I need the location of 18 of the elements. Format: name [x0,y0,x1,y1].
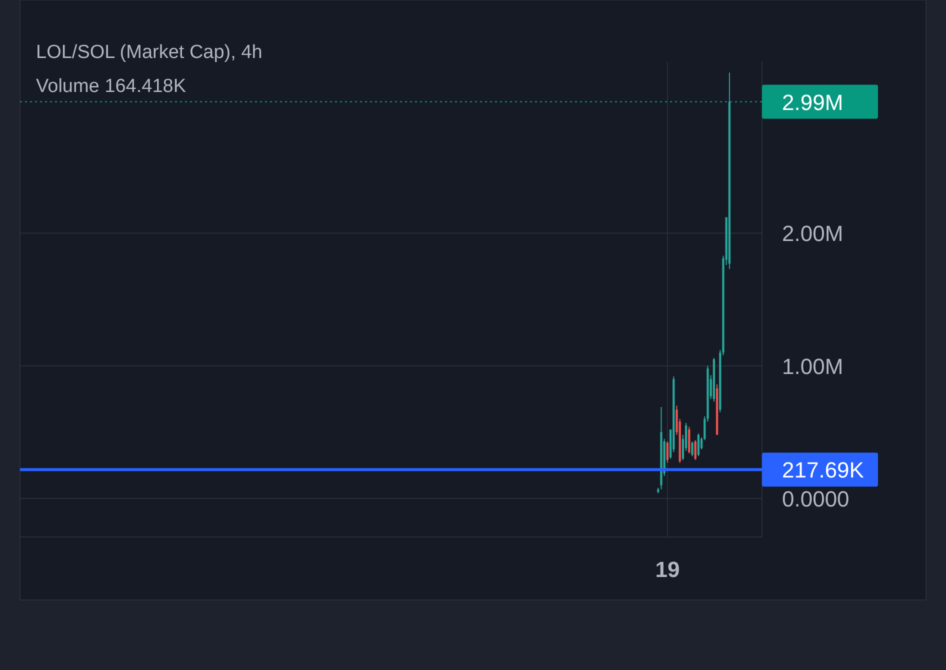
candlestick [688,426,690,454]
x-tick-label: 19 [655,557,680,582]
y-tick-label: 0.0000 [782,486,850,512]
ref-line-label: 2.99M [782,90,844,115]
candlestick [712,358,716,402]
y-tick-label: 1.00M [782,354,844,379]
candlestick [697,434,700,456]
candlestick [660,406,662,490]
candlestick [728,72,731,269]
text: LOL/SOL (Market Cap), 4h [36,42,262,63]
y-tick-label: 2.00M [782,221,844,246]
candlestick [657,488,660,494]
candlestick [694,440,696,460]
candlestick [691,441,694,456]
text: Volume 164.418K [36,76,186,97]
candlestick [716,384,718,435]
ref-line-label: 217.69K [782,458,864,483]
candlestick [666,441,669,463]
